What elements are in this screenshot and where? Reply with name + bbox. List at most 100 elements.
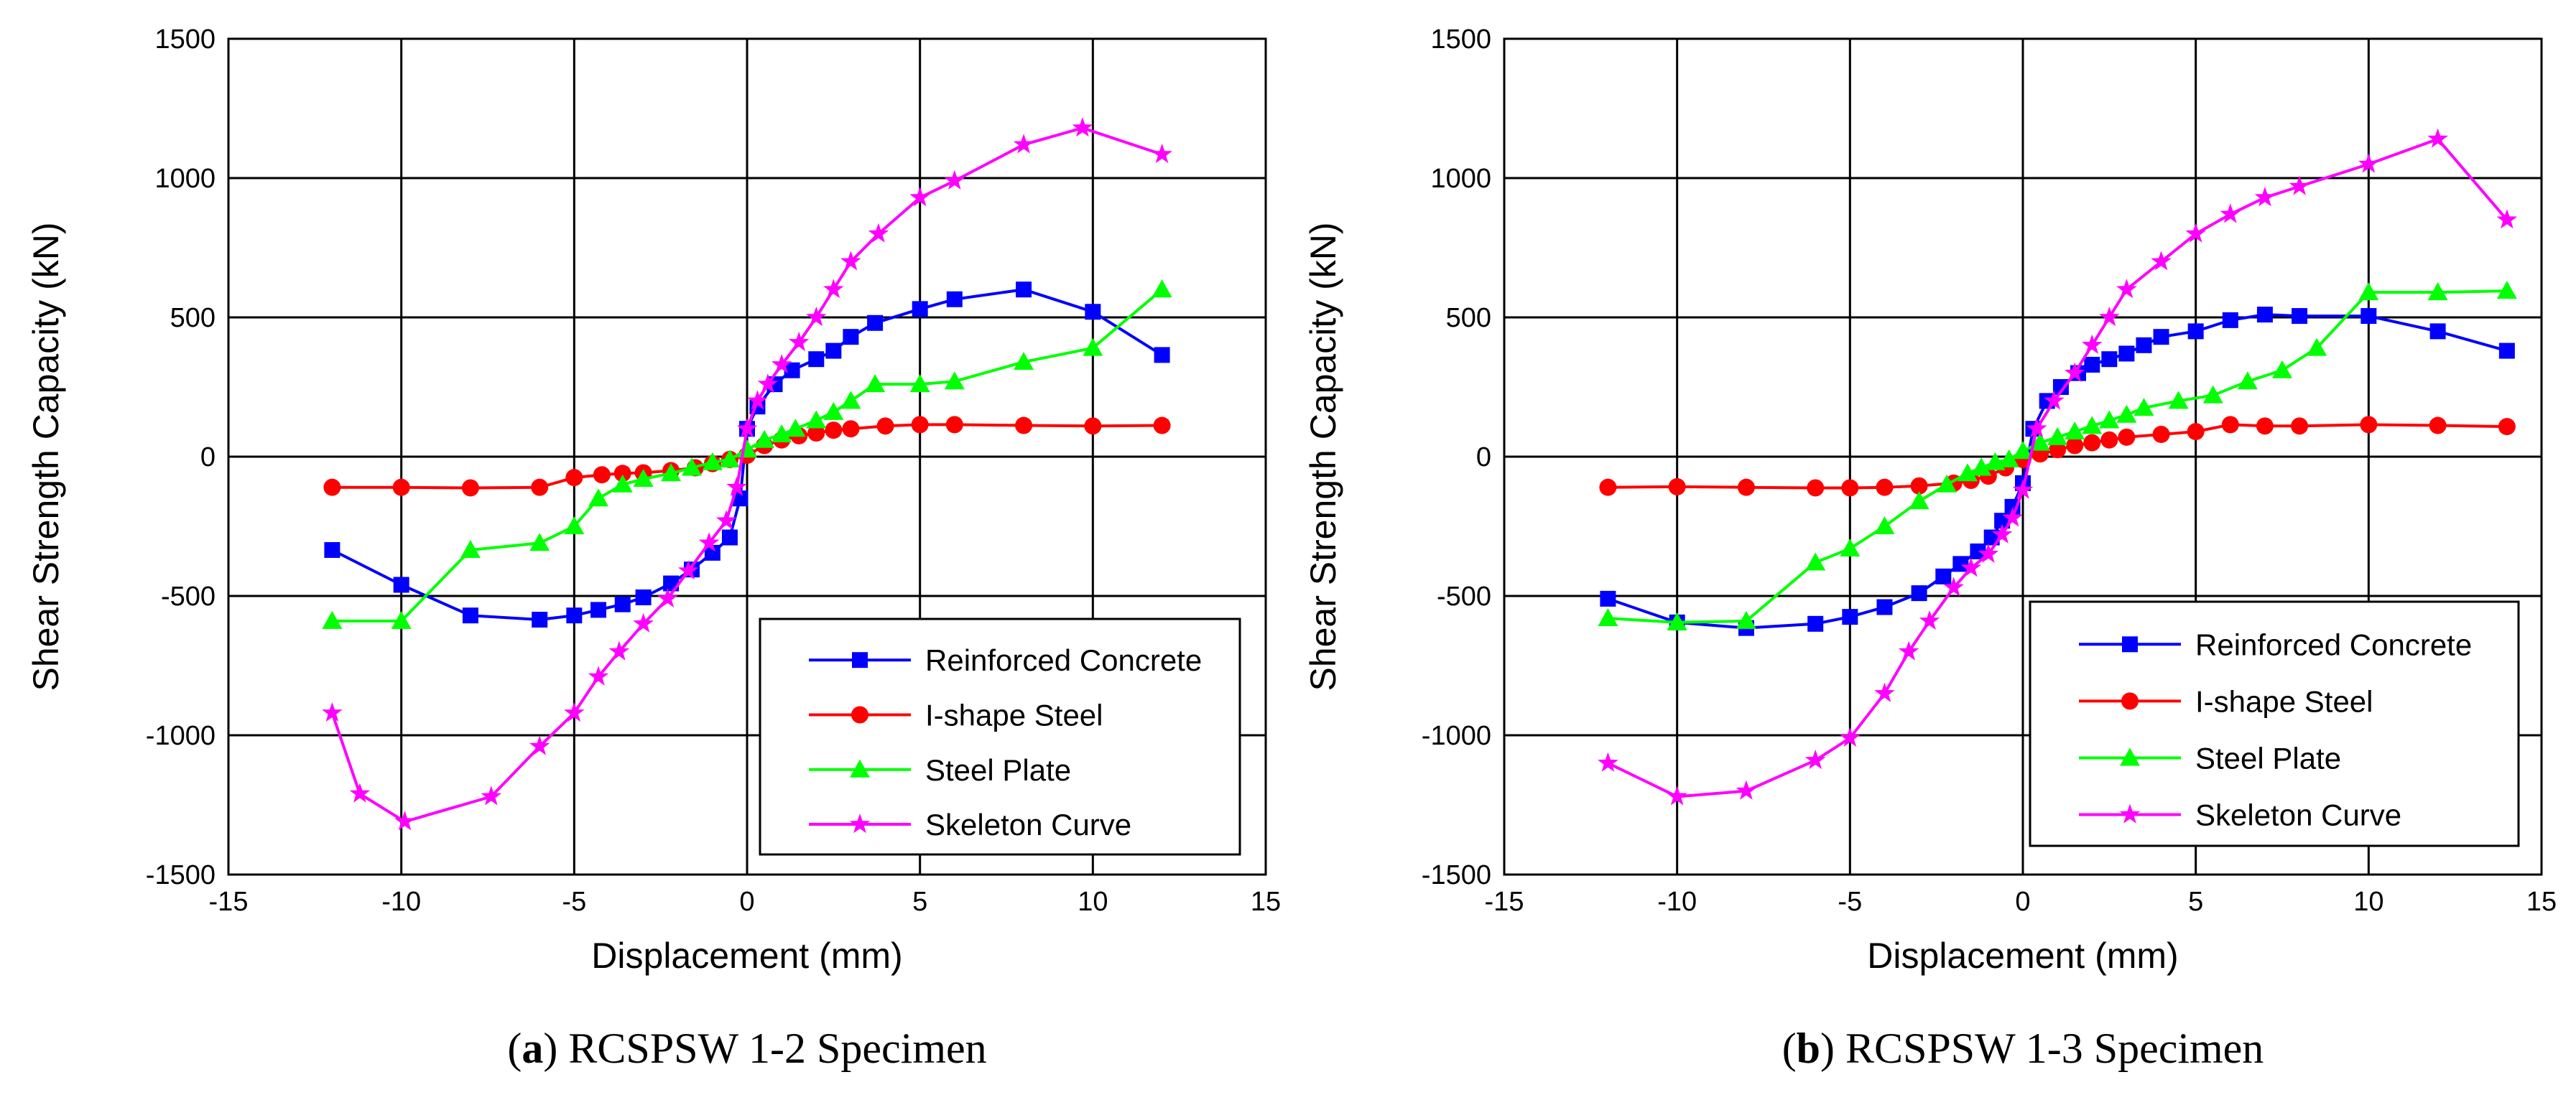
data-point [2047,427,2068,445]
y-tick-label: -1500 [1422,860,1491,890]
data-point [2221,416,2239,434]
y-tick-label: 1500 [154,24,216,55]
data-point [565,469,583,487]
legend-label: I-shape Steel [925,698,1103,732]
x-tick-label: 0 [2015,887,2030,917]
data-point [2237,371,2258,390]
data-point [633,469,654,488]
data-point [1014,352,1034,371]
data-point [2002,507,2023,527]
data-point [394,811,415,831]
data-point [481,786,502,806]
data-point [2427,128,2448,148]
data-point [1935,568,1952,584]
legend: Reinforced Concrete I-shape Steel Steel Pl… [2029,600,2520,847]
data-point [2116,279,2137,299]
data-point [2118,428,2136,446]
data-point [754,429,775,448]
data-point [1937,474,1958,493]
data-point [1668,477,1686,495]
data-point [566,607,583,624]
data-point [2052,379,2069,395]
data-point [1898,640,1919,661]
data-point [532,611,548,628]
data-point [588,488,609,507]
data-point [1991,523,2013,544]
data-point [1600,590,1616,607]
data-point [1952,556,1969,572]
data-point [785,419,806,437]
series-i-shape-steel [1599,416,2516,497]
data-point [2099,307,2120,327]
data-point [1841,479,1859,497]
data-point [1015,416,1033,434]
legend-marker [2119,803,2141,824]
data-point [2185,223,2206,243]
data-point [323,478,341,496]
x-tick-label: -5 [1838,887,1862,917]
legend-marker [2120,747,2140,766]
data-point [2133,398,2154,416]
series-steel-plate [1598,281,2517,630]
data-point [613,465,631,483]
data-point [1957,463,1978,482]
data-point [1083,337,1103,356]
data-point [391,610,412,629]
data-point [2153,329,2169,345]
data-point [1154,347,1170,363]
data-point [612,474,633,493]
data-point [2220,203,2241,223]
data-point [2044,390,2065,410]
data-point [823,279,844,299]
data-point [946,291,963,307]
y-tick-label: 1000 [1430,164,1491,194]
legend-box [2029,600,2520,847]
data-point [461,479,479,497]
data-point [2496,281,2517,299]
data-point [2429,323,2446,340]
plot-frame [227,37,1267,876]
data-point [657,587,678,607]
data-point [2118,345,2135,362]
series-line [1607,137,2508,798]
data-point [2358,153,2379,173]
chart-panel-a: -15 -10 -5 0 5 10 15 -1500 -1000 -500 0 500 1000 1500… [26,24,1281,1072]
data-point [2202,385,2223,404]
series-line [330,126,1163,824]
data-point [912,301,928,317]
data-point [757,373,779,393]
x-tick-label: -10 [1657,887,1697,917]
data-point [719,449,740,467]
series-steel-plate [322,279,1172,629]
x-tick-label: 5 [2188,887,2203,917]
data-point [825,421,843,439]
data-point [529,735,550,755]
data-point [529,533,550,551]
data-point [614,596,631,612]
data-point [1842,609,1858,625]
data-point [2187,423,2205,441]
data-point [867,314,884,331]
y-tick-label: 1500 [1430,24,1491,55]
x-tick-label: 15 [1251,887,1281,917]
data-point [840,391,861,409]
data-point [564,702,585,722]
data-point [2358,282,2379,301]
legend-box [759,618,1241,856]
data-point [1667,786,1687,806]
data-point [1807,479,1825,497]
data-point [1152,279,1172,298]
data-point [2065,421,2085,440]
series-reinforced-concrete [324,281,1170,628]
y-tick-label: -500 [1437,582,1491,612]
data-point [2101,351,2118,368]
data-point [945,416,963,434]
data-point [2498,418,2516,436]
series-line [1607,313,2508,630]
x-tick-label: 15 [2526,887,2557,917]
data-point [807,424,825,442]
data-point [840,251,861,271]
data-point [590,602,607,618]
figure-caption: (b) RCSPSW 1-3 Specimen [1782,1025,2264,1072]
data-point [1016,281,1032,298]
